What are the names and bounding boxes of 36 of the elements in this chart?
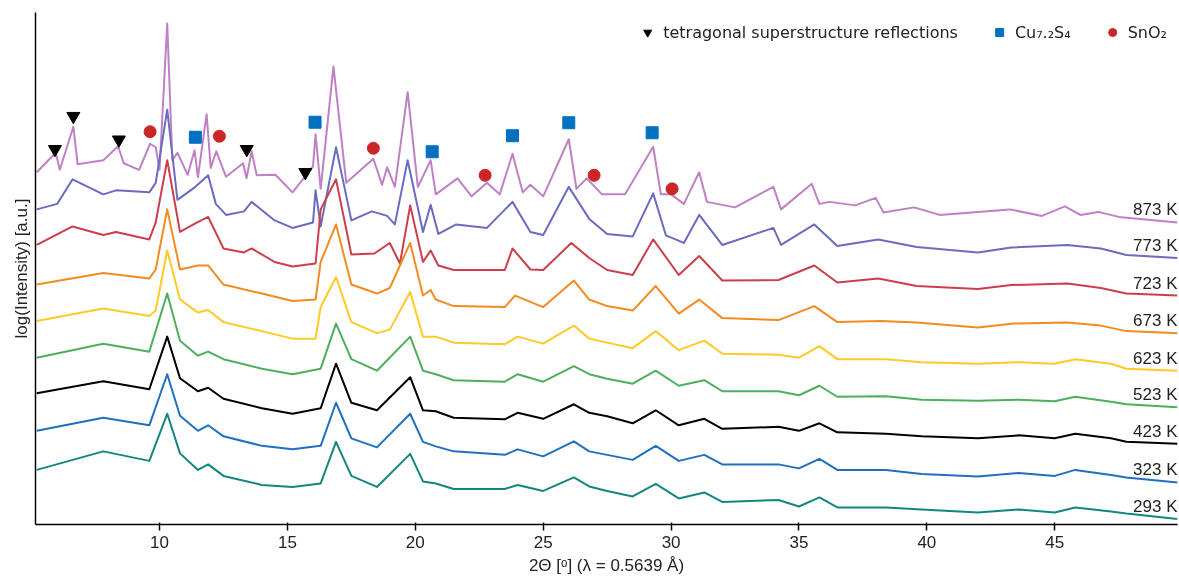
point [645,126,659,140]
x-tick-label: 45 [1045,532,1065,552]
point [188,130,202,144]
series-label: 873 K [1133,200,1179,220]
series-label: 673 K [1133,311,1179,331]
point [587,168,601,182]
point [366,141,380,155]
series-label: 623 K [1133,348,1179,368]
legend-label: Cu₇.₂S₄ [1014,22,1071,42]
series-label: 323 K [1133,460,1179,480]
series-label: 723 K [1133,273,1179,293]
point [425,145,439,159]
x-axis-title: 2Θ [ᵒ] (λ = 0.5639 Å) [528,555,685,575]
x-tick-label: 35 [789,532,809,552]
point [308,115,322,129]
y-axis-title: log(Intensity) [a.u.] [11,198,31,339]
legend-label: SnO₂ [1127,22,1167,42]
point [143,125,157,139]
point [212,129,226,143]
x-tick-label: 15 [277,532,297,552]
point [478,168,492,182]
x-tick-label: 10 [150,532,170,552]
legend-label: tetragonal superstructure reflections [663,22,958,42]
x-tick-label: 40 [917,532,937,552]
x-tick-label: 20 [405,532,425,552]
series-label: 773 K [1133,235,1179,255]
point [562,116,576,130]
point [111,135,126,148]
point [665,182,679,196]
series-label: 293 K [1133,496,1179,516]
x-tick-label: 30 [661,532,681,552]
series-label: 523 K [1133,385,1179,405]
point [66,111,81,125]
x-tick-label: 25 [533,532,553,552]
series-label: 423 K [1133,421,1179,441]
point [506,129,520,143]
